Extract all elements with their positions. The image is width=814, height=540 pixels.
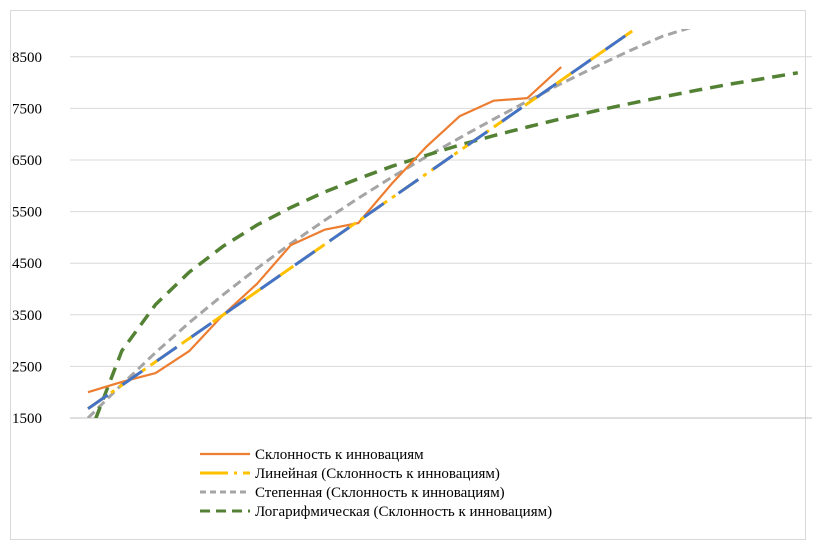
gridlines bbox=[70, 56, 812, 367]
line-chart: 1500 2500 3500 4500 5500 6500 7500 8500 Склонно… bbox=[12, 29, 812, 520]
series-line-4 bbox=[94, 71, 799, 418]
legend-label-0: Склонность к инновациям bbox=[255, 447, 424, 463]
legend: Склонность к инновациям Линейная (Склонно… bbox=[200, 447, 552, 520]
series-line-2 bbox=[87, 29, 634, 410]
y-tick-label: 4500 bbox=[12, 256, 42, 272]
legend-label-3: Степенная (Склонность к инновациям) bbox=[255, 485, 505, 501]
series-line-3 bbox=[86, 29, 692, 418]
legend-label-1: Линейная (Склонность к инновациям) bbox=[255, 466, 500, 482]
y-tick-label: 6500 bbox=[12, 153, 42, 169]
series-line-0 bbox=[87, 66, 562, 394]
y-axis: 1500 2500 3500 4500 5500 6500 7500 8500 bbox=[12, 50, 812, 427]
y-tick-label: 3500 bbox=[12, 308, 42, 324]
y-tick-label: 8500 bbox=[12, 50, 42, 66]
y-tick-label: 2500 bbox=[12, 359, 42, 375]
series-lines bbox=[86, 29, 799, 418]
y-tick-label: 5500 bbox=[12, 205, 42, 221]
y-tick-label: 1500 bbox=[12, 411, 42, 427]
chart-area bbox=[10, 10, 806, 540]
legend-label-4: Логарифмическая (Склонность к инновациям… bbox=[255, 504, 552, 520]
y-tick-label: 7500 bbox=[12, 101, 42, 117]
